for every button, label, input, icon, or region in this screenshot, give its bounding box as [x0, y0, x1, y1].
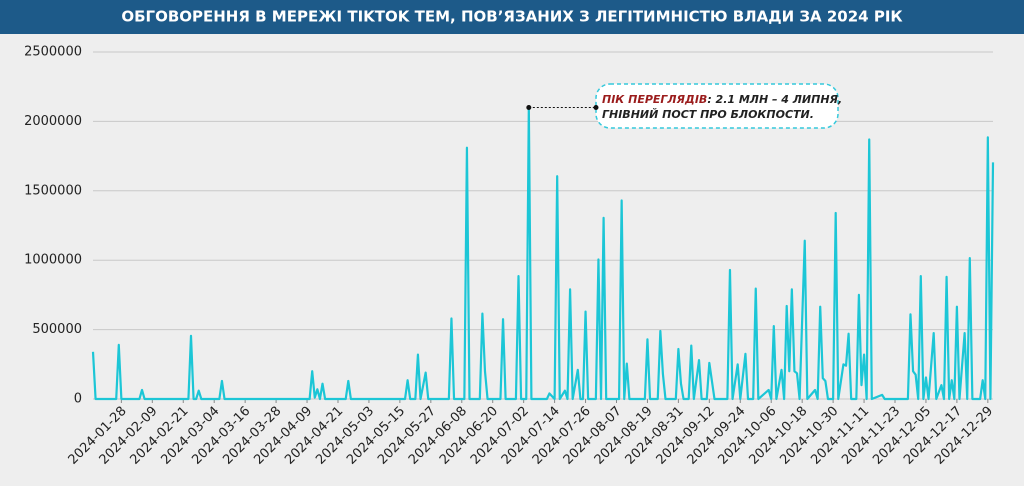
annotation-box [595, 83, 839, 129]
data-line [91, 106, 995, 401]
y-tick-label: 1000000 [24, 253, 82, 268]
y-tick-label: 500000 [32, 322, 82, 337]
y-tick-label: 1500000 [24, 183, 82, 198]
annotation-line1: : 2.1 МЛН – 4 ЛИПНЯ, [707, 93, 842, 106]
y-tick-label: 0 [74, 392, 82, 407]
annotation-text: ПІК ПЕРЕГЛЯДІВ: 2.1 МЛН – 4 ЛИПНЯ, [602, 93, 842, 106]
y-tick-label: 2000000 [24, 114, 82, 129]
annotation-line2: ГНІВНИЙ ПОСТ ПРО БЛОКПОСТИ. [602, 108, 814, 121]
annotation-dot [593, 105, 599, 111]
title-bar [0, 0, 1024, 34]
y-tick-label: 2500000 [24, 45, 82, 60]
chart-title: ОБГОВОРЕННЯ В МЕРЕЖІ TIKTOK ТЕМ, ПОВ’ЯЗА… [121, 8, 903, 26]
annotation: ПІК ПЕРЕГЛЯДІВ: 2.1 МЛН – 4 ЛИПНЯ, ГНІВН… [526, 83, 842, 129]
annotation-label: ПІК ПЕРЕГЛЯДІВ [602, 93, 707, 106]
plot [91, 106, 995, 401]
annotation-dot [526, 105, 532, 111]
